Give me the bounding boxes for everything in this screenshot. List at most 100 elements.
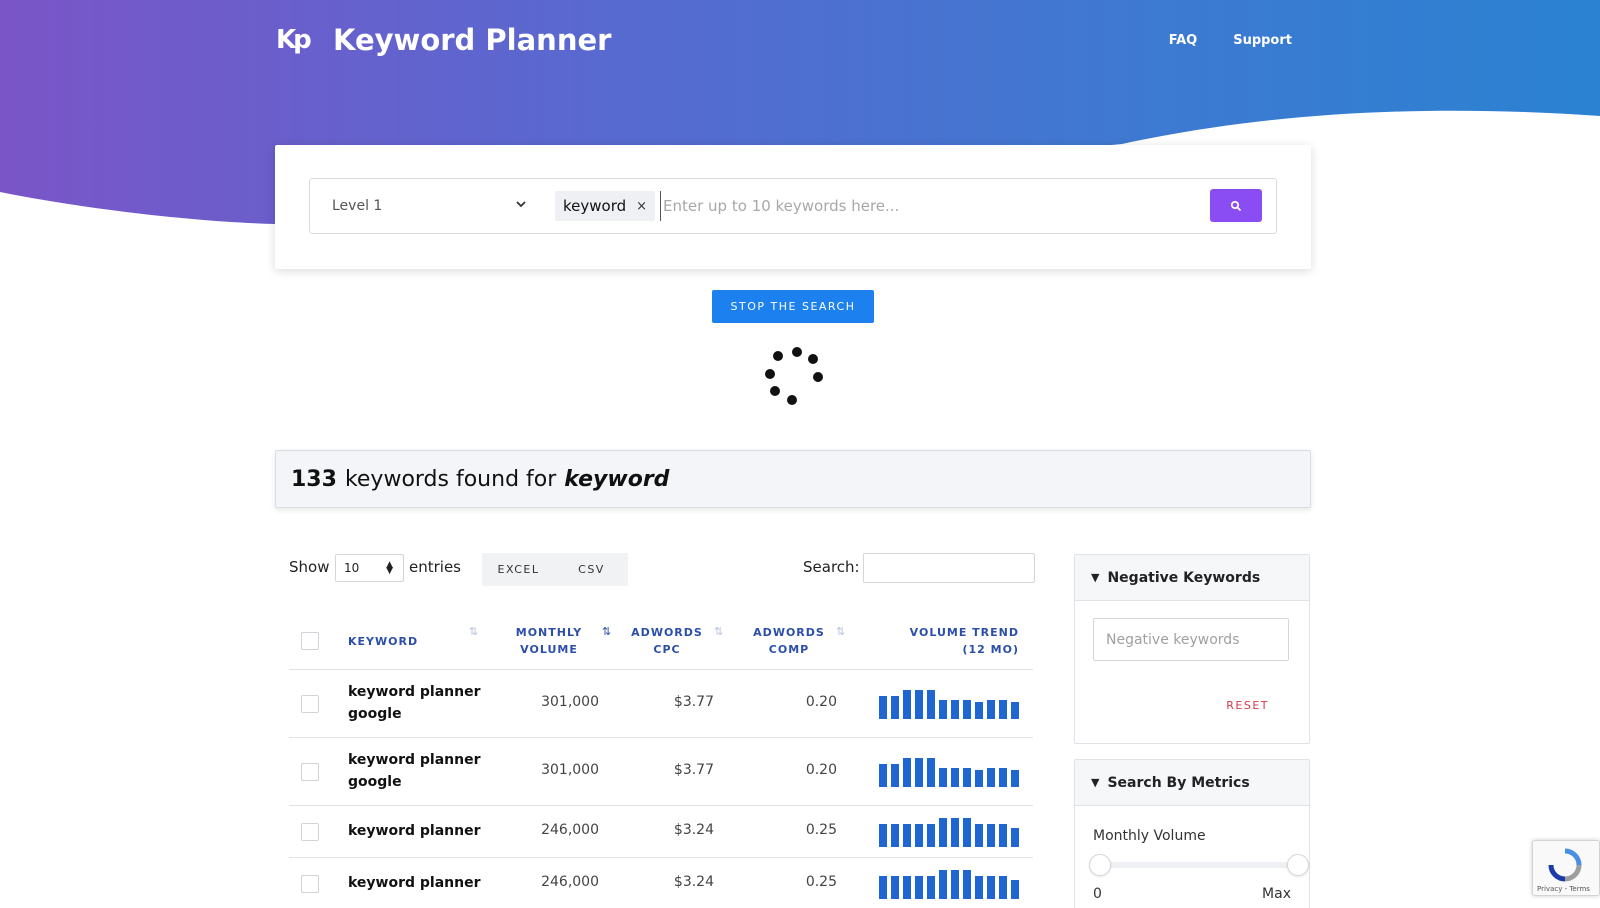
trend-bar bbox=[903, 876, 911, 899]
trend-bar bbox=[927, 876, 935, 899]
export-buttons: EXCEL CSV bbox=[482, 553, 628, 586]
trend-bar bbox=[999, 768, 1007, 787]
nav-support-link[interactable]: Support bbox=[1233, 32, 1292, 48]
trend-bar bbox=[915, 758, 923, 787]
table-row[interactable]: keyword planner 246,000 $3.24 0.25 bbox=[289, 858, 1033, 908]
keyword-cell: keyword planner bbox=[348, 875, 481, 891]
export-excel-button[interactable]: EXCEL bbox=[497, 563, 540, 576]
volume-slider-track[interactable] bbox=[1099, 862, 1295, 868]
trend-bar bbox=[963, 818, 971, 847]
trend-bar bbox=[927, 758, 935, 787]
reset-button[interactable]: RESET bbox=[1226, 699, 1269, 712]
entries-select[interactable]: 10 ▲ ▼ bbox=[335, 554, 404, 582]
trend-bar bbox=[987, 876, 995, 899]
volume-cell: 246,000 bbox=[541, 874, 599, 890]
sort-cpc-icon[interactable]: ⇅ bbox=[714, 625, 724, 638]
trend-bar bbox=[975, 702, 983, 719]
chevron-down-icon: ▼ bbox=[1091, 776, 1100, 789]
search-icon bbox=[1230, 200, 1242, 211]
remove-chip-icon[interactable]: × bbox=[636, 198, 648, 214]
volume-slider-max-handle[interactable] bbox=[1287, 854, 1309, 876]
export-csv-button[interactable]: CSV bbox=[578, 563, 605, 576]
volume-trend-chart bbox=[879, 817, 1022, 847]
trend-bar bbox=[879, 876, 887, 899]
trend-bar bbox=[951, 700, 959, 719]
trend-bar bbox=[879, 696, 887, 719]
show-label: Show bbox=[289, 558, 330, 576]
trend-bar bbox=[879, 764, 887, 787]
volume-slider-min-handle[interactable] bbox=[1089, 854, 1111, 876]
recaptcha-terms[interactable]: Privacy - Terms bbox=[1537, 885, 1590, 893]
row-checkbox[interactable] bbox=[301, 695, 319, 713]
trend-bar bbox=[891, 696, 899, 719]
trend-bar bbox=[939, 818, 947, 847]
chevron-down-icon: ▼ bbox=[1091, 571, 1100, 584]
recaptcha-icon bbox=[1548, 848, 1582, 882]
search-by-metrics-title: Search By Metrics bbox=[1107, 774, 1250, 791]
search-button[interactable] bbox=[1210, 189, 1262, 222]
sort-comp-icon[interactable]: ⇅ bbox=[836, 625, 846, 638]
trend-bar bbox=[1011, 770, 1019, 787]
trend-bar bbox=[939, 700, 947, 719]
table-row[interactable]: keyword planner google 301,000 $3.77 0.20 bbox=[289, 738, 1033, 806]
cpc-cell: $3.77 bbox=[673, 694, 714, 710]
volume-trend-chart bbox=[879, 689, 1022, 719]
negative-keywords-title: Negative Keywords bbox=[1107, 569, 1261, 586]
trend-bar bbox=[963, 768, 971, 787]
col-comp-header[interactable]: ADWORDS COMP bbox=[753, 626, 825, 656]
table-row[interactable]: keyword planner 246,000 $3.24 0.25 bbox=[289, 806, 1033, 858]
trend-bar bbox=[939, 870, 947, 899]
row-checkbox[interactable] bbox=[301, 875, 319, 893]
trend-bar bbox=[951, 870, 959, 899]
negative-keywords-header[interactable]: ▼ Negative Keywords bbox=[1075, 555, 1309, 601]
col-cpc-header[interactable]: ADWORDS CPC bbox=[631, 626, 703, 656]
search-by-metrics-header[interactable]: ▼ Search By Metrics bbox=[1075, 760, 1309, 806]
trend-bar bbox=[951, 818, 959, 847]
trend-bar bbox=[1011, 702, 1019, 719]
trend-bar bbox=[891, 824, 899, 847]
sort-keyword-icon[interactable]: ⇅ bbox=[469, 625, 479, 638]
trend-bar bbox=[963, 870, 971, 899]
negative-keywords-input[interactable] bbox=[1093, 618, 1289, 661]
logo-icon[interactable]: Kp bbox=[276, 25, 312, 55]
nav-faq-link[interactable]: FAQ bbox=[1168, 32, 1198, 48]
search-box: Level 1 keyword × bbox=[309, 178, 1277, 234]
select-all-checkbox[interactable] bbox=[301, 632, 319, 650]
level-select[interactable]: Level 1 bbox=[310, 179, 540, 233]
table-controls: Show 10 ▲ ▼ entries EXCEL CSV Search: bbox=[289, 552, 1035, 592]
table-search-input[interactable] bbox=[863, 553, 1035, 583]
trend-bar bbox=[927, 824, 935, 847]
trend-bar bbox=[891, 876, 899, 899]
trend-bar bbox=[1011, 880, 1019, 899]
trend-bar bbox=[915, 876, 923, 899]
slider-min-label: 0 bbox=[1093, 886, 1102, 902]
results-summary: 133 keywords found for keyword bbox=[275, 450, 1311, 508]
entries-label: entries bbox=[409, 558, 461, 576]
comp-cell: 0.25 bbox=[805, 874, 837, 890]
table-row[interactable]: keyword planner google 301,000 $3.77 0.20 bbox=[289, 670, 1033, 738]
row-checkbox[interactable] bbox=[301, 823, 319, 841]
keyword-input[interactable] bbox=[660, 191, 1190, 221]
loading-spinner-icon bbox=[765, 347, 823, 405]
results-term: keyword bbox=[564, 466, 670, 492]
chevron-down-icon bbox=[516, 201, 526, 208]
sort-volume-icon[interactable]: ⇅ bbox=[602, 625, 612, 638]
recaptcha-badge[interactable]: Privacy - Terms bbox=[1532, 840, 1600, 896]
trend-bar bbox=[999, 824, 1007, 847]
row-checkbox[interactable] bbox=[301, 763, 319, 781]
table-search-label: Search: bbox=[803, 558, 860, 576]
trend-bar bbox=[903, 758, 911, 787]
app-title[interactable]: Keyword Planner bbox=[333, 23, 612, 57]
volume-cell: 246,000 bbox=[541, 822, 599, 838]
keyword-chip-label: keyword bbox=[563, 197, 627, 215]
level-select-value: Level 1 bbox=[332, 198, 383, 214]
keyword-chip: keyword × bbox=[555, 191, 656, 221]
trend-bar bbox=[975, 770, 983, 787]
col-volume-header[interactable]: MONTHLY VOLUME bbox=[515, 626, 583, 656]
col-keyword-header[interactable]: KEYWORD bbox=[348, 635, 419, 648]
table-header: KEYWORD ⇅ MONTHLY VOLUME ⇅ ADWORDS CPC ⇅ A… bbox=[289, 610, 1033, 670]
keyword-cell: keyword planner google bbox=[348, 752, 481, 790]
keyword-table: KEYWORD ⇅ MONTHLY VOLUME ⇅ ADWORDS CPC ⇅ A… bbox=[289, 610, 1033, 908]
trend-bar bbox=[903, 690, 911, 719]
stop-search-button[interactable]: STOP THE SEARCH bbox=[712, 290, 874, 323]
